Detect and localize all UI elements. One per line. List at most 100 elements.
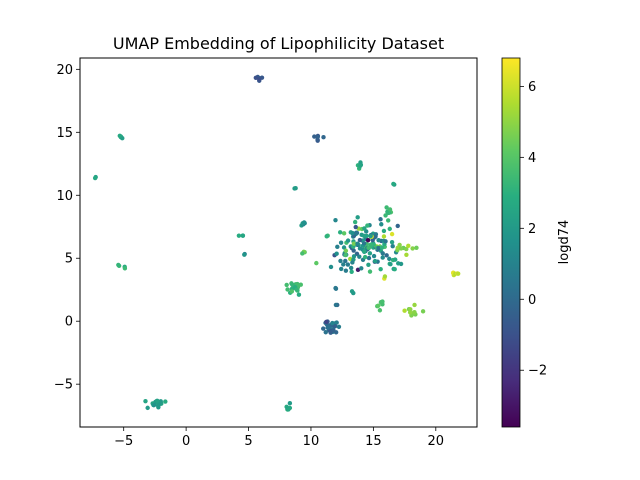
data-point	[287, 401, 293, 406]
data-point	[321, 135, 326, 140]
data-point	[455, 271, 461, 276]
data-point	[381, 234, 387, 239]
data-point	[380, 255, 385, 260]
data-point	[366, 262, 371, 267]
data-point	[332, 323, 338, 329]
colorbar-label: logd74	[557, 220, 572, 265]
data-point	[343, 252, 348, 258]
data-point	[367, 269, 373, 274]
data-point	[338, 258, 343, 264]
data-point	[420, 309, 426, 314]
data-point	[376, 303, 381, 308]
x-tick-label: 0	[182, 434, 190, 449]
data-point	[117, 133, 122, 138]
data-point	[379, 245, 385, 250]
data-point	[355, 241, 360, 246]
data-point	[384, 253, 389, 258]
data-point	[406, 243, 411, 248]
data-point	[376, 237, 381, 243]
data-point	[354, 230, 359, 235]
data-point	[335, 244, 340, 250]
data-point	[92, 175, 98, 181]
data-point	[337, 230, 343, 235]
colorbar-axis: −2 0 2 4 6	[520, 80, 547, 379]
data-point	[380, 251, 385, 256]
data-point	[348, 265, 354, 271]
data-point	[351, 241, 357, 246]
data-point	[321, 326, 326, 331]
data-point	[330, 320, 335, 326]
data-point	[355, 267, 361, 273]
y-tick-label: 0	[65, 315, 73, 330]
data-point	[341, 245, 347, 250]
colorbar-tick-label: 4	[528, 151, 536, 166]
data-point	[385, 218, 391, 223]
data-point	[381, 228, 387, 234]
data-point	[383, 213, 388, 218]
data-point	[390, 244, 395, 249]
data-point	[365, 238, 371, 243]
data-point	[387, 226, 392, 232]
data-point	[365, 223, 370, 228]
data-point	[300, 251, 305, 256]
data-point	[353, 224, 358, 230]
data-point	[392, 267, 397, 272]
data-point	[293, 186, 298, 191]
data-point	[236, 233, 242, 238]
data-point	[352, 219, 358, 225]
data-point	[358, 163, 363, 168]
data-point	[284, 282, 289, 288]
data-point	[366, 245, 371, 250]
data-point	[355, 215, 360, 220]
chart-title: UMAP Embedding of Lipophilicity Dataset	[113, 34, 444, 53]
data-point	[343, 248, 349, 253]
plot-frame	[79, 57, 478, 428]
data-point	[379, 222, 384, 227]
data-point	[336, 324, 342, 329]
data-point	[116, 262, 121, 268]
x-tick-label: 15	[365, 434, 382, 449]
data-point	[412, 302, 417, 308]
data-point	[315, 134, 320, 140]
y-tick-label: 5	[65, 252, 73, 267]
y-tick-label: 15	[56, 126, 73, 141]
y-tick-label: 20	[56, 63, 73, 78]
data-point	[402, 308, 407, 313]
data-point	[333, 217, 338, 223]
data-point	[145, 405, 150, 411]
data-point	[341, 262, 346, 267]
data-point	[296, 292, 302, 297]
data-point	[357, 246, 363, 251]
data-point	[361, 233, 367, 238]
data-point	[377, 308, 383, 313]
data-point	[341, 231, 347, 236]
data-point	[371, 253, 377, 259]
data-point	[378, 266, 383, 272]
data-point	[343, 258, 348, 264]
data-point	[393, 257, 398, 262]
data-point	[151, 402, 157, 408]
data-point	[358, 160, 363, 165]
data-point	[253, 75, 259, 80]
data-point	[361, 241, 367, 246]
data-point	[389, 231, 395, 237]
data-point	[372, 258, 378, 264]
data-point	[362, 226, 367, 231]
data-point	[338, 240, 344, 245]
data-point	[334, 251, 339, 256]
data-point	[387, 256, 392, 262]
data-point	[345, 238, 351, 243]
data-point	[349, 269, 354, 274]
y-tick-label: 10	[56, 189, 73, 204]
data-point	[333, 285, 338, 291]
colorbar-tick-label: −2	[528, 364, 547, 379]
x-tick-label: 10	[303, 434, 320, 449]
data-point	[376, 245, 381, 251]
data-point	[362, 249, 367, 254]
x-tick-label: −5	[114, 434, 133, 449]
data-point	[395, 245, 400, 251]
data-point	[383, 239, 388, 244]
data-point	[351, 290, 356, 296]
data-point	[368, 233, 373, 239]
